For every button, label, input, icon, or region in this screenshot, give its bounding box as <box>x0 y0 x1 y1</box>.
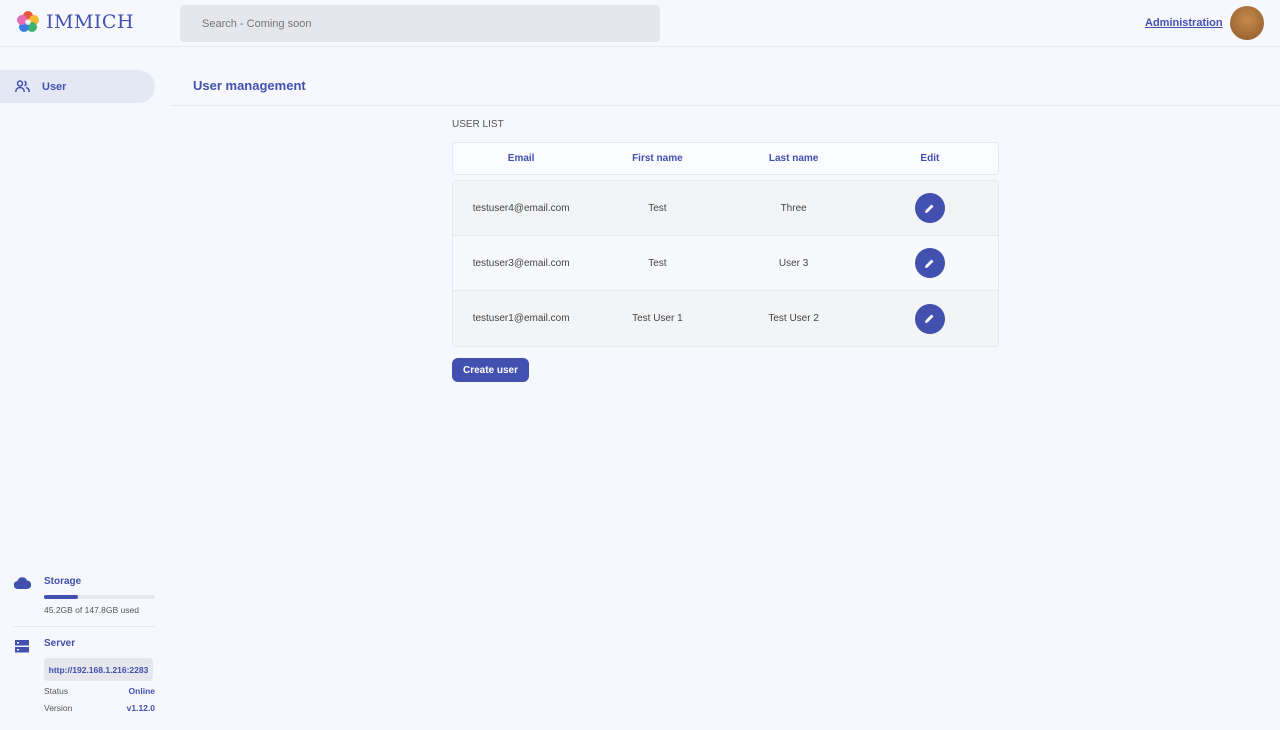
server-title: Server <box>44 638 76 649</box>
cell-edit <box>862 303 998 334</box>
status-label: Status <box>44 686 69 696</box>
storage-bar-fill <box>44 595 78 599</box>
cell-email: testuser4@email.com <box>472 202 570 214</box>
pencil-icon <box>925 204 934 213</box>
edit-user-button[interactable] <box>914 303 945 334</box>
search-input[interactable] <box>180 5 660 42</box>
storage-used-text: 45.2GB of 147.8GB used <box>44 605 139 615</box>
cell-first-name: Test <box>648 257 667 269</box>
storage-bar <box>44 595 155 599</box>
cell-first-name: Test User 1 <box>632 313 683 324</box>
administration-link[interactable]: Administration <box>1145 17 1223 29</box>
sidebar-item-label: User <box>42 80 67 93</box>
column-header-last-name: Last name <box>768 153 819 164</box>
cell-edit <box>862 248 998 278</box>
edit-user-button[interactable] <box>914 193 945 223</box>
cloud-icon <box>14 577 31 589</box>
column-header-email: Email <box>507 153 535 164</box>
column-header-edit: Edit <box>920 153 940 164</box>
sidebar-item-user[interactable]: User <box>0 70 155 103</box>
user-table: testuser4@email.com Test Three testuser3… <box>452 180 999 347</box>
app-name: IMMICH <box>46 11 135 33</box>
column-header-first-name: First name <box>632 153 683 164</box>
table-row: testuser3@email.com Test User 3 <box>453 236 998 291</box>
status-value: Online <box>128 686 155 696</box>
cell-edit <box>862 193 998 223</box>
version-value: v1.12.0 <box>126 703 155 713</box>
table-header: Email First name Last name Edit <box>452 142 999 175</box>
divider <box>14 626 155 627</box>
server-icon <box>15 640 29 653</box>
table-row: testuser4@email.com Test Three <box>453 181 998 236</box>
server-version-row: Version v1.12.0 <box>44 703 155 713</box>
cell-last-name: Test User 2 <box>768 313 819 324</box>
pencil-icon <box>925 259 934 268</box>
cell-last-name: Three <box>780 202 807 214</box>
avatar[interactable] <box>1230 6 1264 40</box>
table-row: testuser1@email.com Test User 1 Test Use… <box>453 291 998 346</box>
divider <box>170 105 1280 106</box>
pencil-icon <box>925 314 934 323</box>
server-url: http://192.168.1.216:2283 <box>44 658 153 681</box>
storage-title: Storage <box>44 576 82 587</box>
top-bar: IMMICH Administration <box>0 0 1280 47</box>
logo[interactable]: IMMICH <box>16 10 134 34</box>
cell-first-name: Test <box>648 202 667 214</box>
users-icon <box>15 80 30 93</box>
edit-user-button[interactable] <box>914 248 945 278</box>
create-user-button[interactable]: Create user <box>452 358 529 382</box>
server-status-row: Status Online <box>44 686 155 696</box>
cell-email: testuser1@email.com <box>472 313 570 324</box>
version-label: Version <box>44 703 73 713</box>
cell-last-name: User 3 <box>778 257 809 269</box>
cell-email: testuser3@email.com <box>472 257 570 269</box>
immich-logo-icon <box>17 11 39 32</box>
user-list-label: USER LIST <box>452 119 504 130</box>
page-title: User management <box>193 78 306 93</box>
